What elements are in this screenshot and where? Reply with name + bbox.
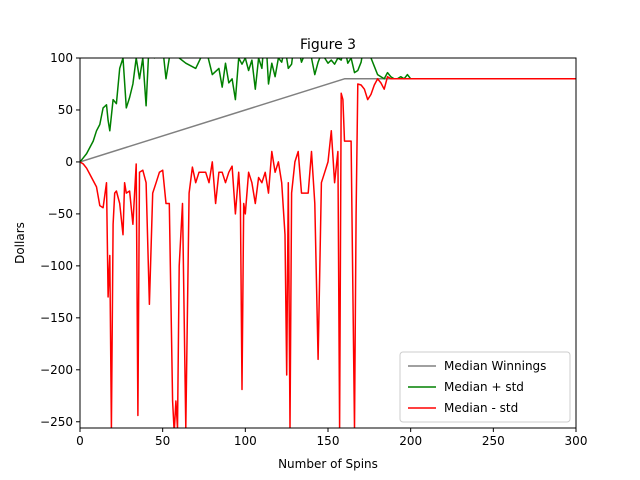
y-tick-label: −50 [48,207,73,221]
series-line-2 [80,75,576,428]
chart-title: Figure 3 [300,37,356,53]
x-tick-label: 50 [155,434,170,448]
ticks-layer: 0 50 100 150 200 250 300 −250 −200 −150 −100 −50 0 50… [40,51,587,448]
y-tick-label: −100 [40,259,73,273]
legend-box [399,351,571,423]
x-tick-label: 150 [317,434,340,448]
x-tick-label: 300 [565,434,588,448]
y-tick-label: 0 [65,155,73,169]
y-axis-title: Dollars [13,222,27,264]
legend-label-1: Median + std [444,380,524,394]
y-tick-label: 50 [58,103,73,117]
legend: Median Winnings Median + std Median - std [399,351,571,423]
x-axis-title: Number of Spins [278,457,378,471]
series-line-0 [80,78,576,163]
y-tick-label: −250 [40,415,73,429]
y-tick-label: −200 [40,363,73,377]
legend-label-0: Median Winnings [444,359,546,373]
series-layer [80,58,576,428]
series-line-1 [80,58,576,163]
x-tick-label: 0 [76,434,84,448]
x-tick-label: 250 [482,434,505,448]
x-tick-label: 100 [234,434,257,448]
legend-label-2: Median - std [444,401,518,415]
x-tick-label: 200 [399,434,422,448]
y-tick-label: 100 [50,51,73,65]
y-tick-label: −150 [40,311,73,325]
